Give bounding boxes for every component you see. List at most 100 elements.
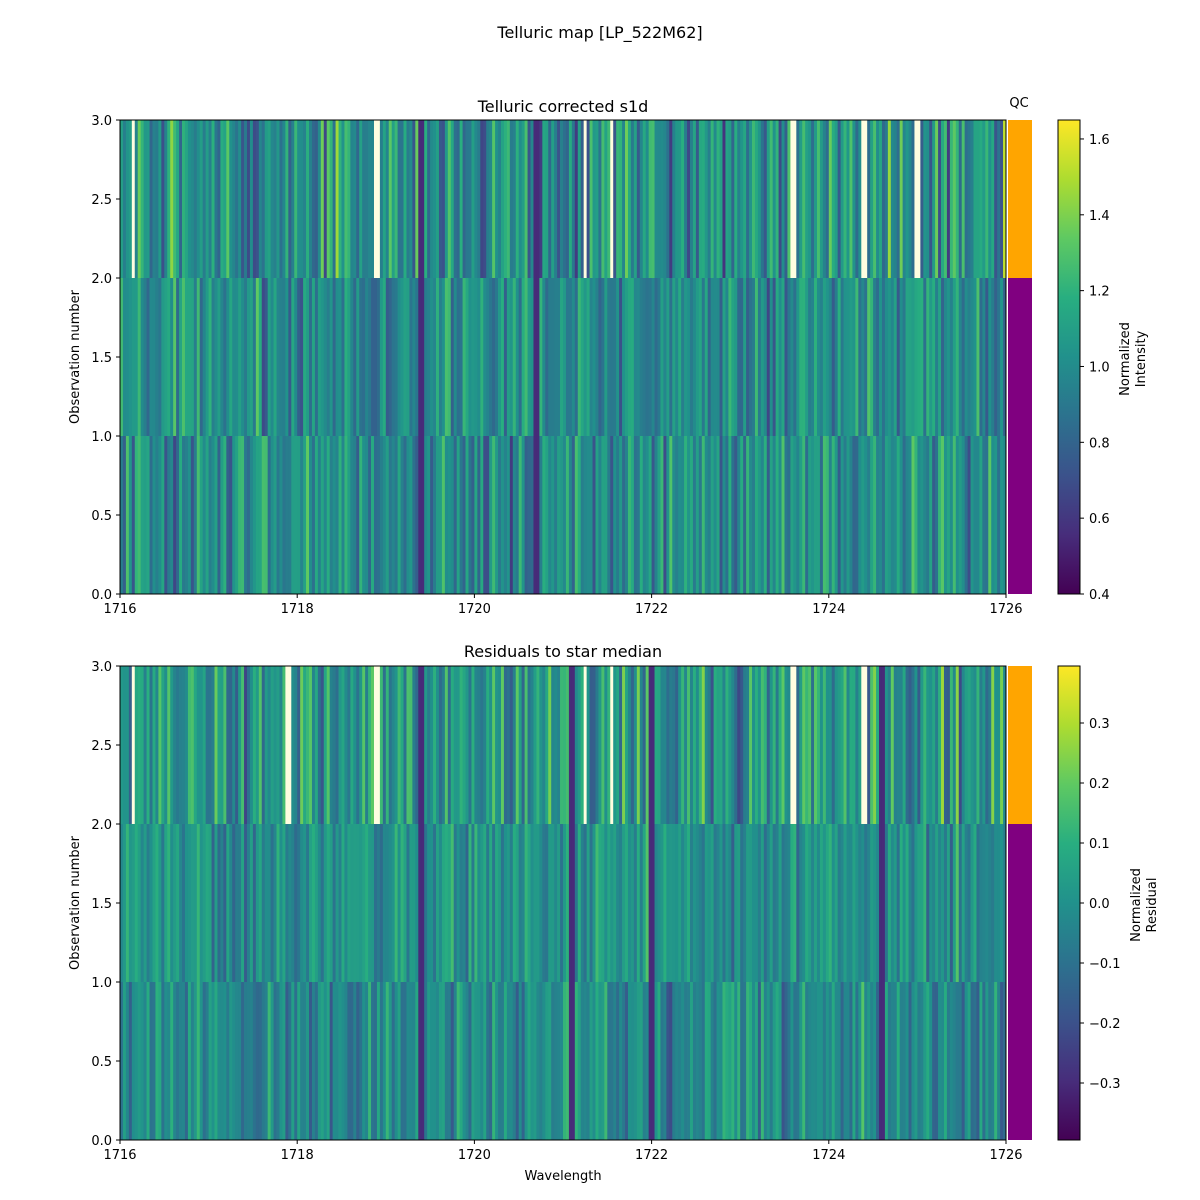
heatmap-cell — [483, 982, 487, 1140]
heatmap-cell — [551, 278, 555, 436]
heatmap-cell — [335, 120, 339, 278]
heatmap-cell — [158, 824, 162, 982]
heatmap-cell — [698, 666, 703, 824]
heatmap-cell — [441, 120, 446, 278]
heatmap-cell — [619, 278, 623, 436]
heatmap-cell — [997, 278, 1001, 436]
heatmap-cell — [633, 278, 638, 436]
heatmap-cell — [557, 824, 561, 982]
heatmap-cell — [285, 278, 289, 436]
heatmap-cell — [775, 278, 779, 436]
heatmap-cell — [598, 982, 602, 1140]
heatmap-cell — [379, 982, 384, 1140]
heatmap-cell — [161, 666, 165, 824]
heatmap-cell — [822, 278, 827, 436]
heatmap-cell — [477, 120, 481, 278]
heatmap-cell — [778, 436, 782, 594]
heatmap-cell — [695, 120, 700, 278]
heatmap-cell — [480, 982, 484, 1140]
heatmap-cell — [616, 436, 620, 594]
heatmap-cell — [926, 666, 930, 824]
heatmap-cell — [991, 120, 995, 278]
heatmap-cell — [294, 982, 298, 1140]
heatmap-cell — [622, 824, 626, 982]
heatmap-cell — [232, 436, 236, 594]
heatmap-cell — [737, 666, 741, 824]
heatmap-cell — [211, 436, 215, 594]
heatmap-cell — [533, 278, 537, 436]
colorbar-tick-label: −0.3 — [1089, 1077, 1121, 1092]
heatmap-cell — [146, 666, 150, 824]
heatmap-cell — [303, 666, 307, 824]
heatmap-cell — [580, 824, 585, 982]
heatmap-cell — [241, 824, 245, 982]
heatmap-cell — [574, 824, 579, 982]
heatmap-cell — [220, 120, 224, 278]
heatmap-cell — [545, 120, 549, 278]
heatmap-cell — [421, 666, 425, 824]
heatmap-cell — [477, 436, 481, 594]
heatmap-cell — [382, 666, 387, 824]
heatmap-cell — [663, 666, 667, 824]
heatmap-cell — [772, 436, 777, 594]
heatmap-cell — [630, 824, 635, 982]
heatmap-cell — [249, 278, 254, 436]
heatmap-cell — [568, 824, 573, 982]
heatmap-cell — [834, 824, 839, 982]
heatmap-cell — [713, 436, 717, 594]
heatmap-cell — [306, 824, 310, 982]
heatmap-cell — [636, 666, 641, 824]
heatmap-cell — [734, 436, 738, 594]
heatmap-cell — [964, 666, 968, 824]
heatmap-cell — [716, 120, 720, 278]
heatmap-cell — [368, 666, 372, 824]
heatmap-cell — [202, 278, 207, 436]
heatmap-cell — [134, 666, 139, 824]
heatmap-cell — [692, 666, 697, 824]
heatmap-cell — [255, 982, 260, 1140]
heatmap-cell — [533, 982, 537, 1140]
y-tick-label: 1.0 — [91, 430, 112, 445]
heatmap-cell — [636, 120, 641, 278]
heatmap-cell — [917, 824, 921, 982]
heatmap-cell — [255, 120, 260, 278]
heatmap-cell — [270, 666, 274, 824]
heatmap-cell — [967, 120, 971, 278]
heatmap-cell — [825, 120, 830, 278]
heatmap-cell — [332, 436, 336, 594]
y-axis: 0.00.51.01.52.02.53.0 — [91, 660, 120, 1149]
heatmap-cell — [932, 666, 936, 824]
heatmap-cell — [350, 824, 354, 982]
heatmap-cell — [743, 666, 747, 824]
heatmap-cell — [323, 824, 328, 982]
heatmap-cell — [604, 120, 608, 278]
heatmap-cell — [385, 982, 390, 1140]
heatmap-cell — [297, 666, 301, 824]
heatmap-cell — [908, 824, 912, 982]
heatmap-cell — [879, 982, 883, 1140]
heatmap-cell — [143, 278, 147, 436]
heatmap-cell — [347, 666, 351, 824]
heatmap-cell — [849, 120, 853, 278]
heatmap-cell — [763, 120, 768, 278]
heatmap-cell — [176, 824, 180, 982]
heatmap-cell — [403, 120, 407, 278]
heatmap-cell — [471, 824, 475, 982]
heatmap-cell — [932, 824, 936, 982]
heatmap-cell — [799, 278, 803, 436]
heatmap-cell — [294, 824, 298, 982]
heatmap-cell — [769, 436, 774, 594]
heatmap-cell — [409, 436, 413, 594]
heatmap-cell — [418, 666, 422, 824]
heatmap-cell — [311, 982, 316, 1140]
heatmap-cell — [264, 436, 269, 594]
heatmap-cell — [500, 824, 505, 982]
heatmap-cell — [143, 666, 147, 824]
heatmap-cell — [311, 278, 316, 436]
heatmap-cell — [391, 666, 396, 824]
heatmap-cell — [852, 436, 856, 594]
heatmap-cell — [722, 278, 726, 436]
heatmap-cell — [636, 824, 641, 982]
heatmap-cell — [220, 666, 224, 824]
heatmap-cell — [261, 982, 266, 1140]
